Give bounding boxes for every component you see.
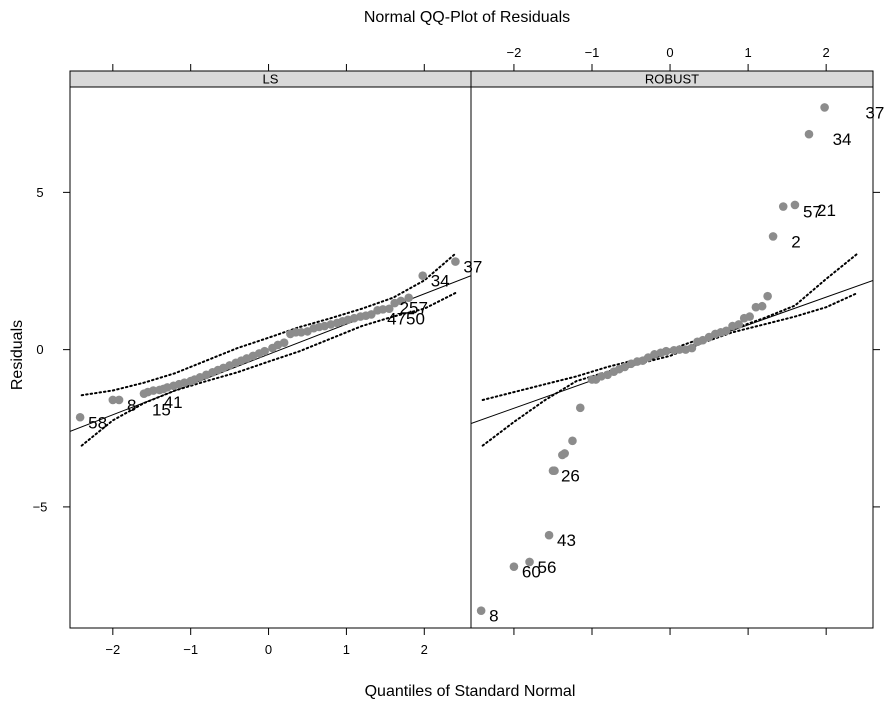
data-point — [853, 0, 862, 4]
x-tick-label: 2 — [823, 45, 830, 60]
data-point — [260, 346, 269, 356]
data-point — [763, 291, 772, 301]
x-tick-label: −1 — [585, 45, 600, 60]
data-point — [367, 310, 376, 319]
data-point — [768, 232, 778, 241]
data-point — [790, 200, 800, 210]
point-label: 2 — [791, 232, 800, 251]
data-point — [509, 562, 519, 571]
data-point — [404, 293, 414, 303]
data-point — [476, 606, 486, 616]
lower-confidence-band — [481, 292, 859, 447]
data-point — [575, 403, 585, 413]
x-tick-label: 1 — [343, 642, 350, 657]
data-point — [418, 271, 428, 281]
panel-strip-label: LS — [263, 72, 279, 87]
panel-content — [471, 0, 873, 616]
x-tick-label: 2 — [421, 642, 428, 657]
data-point — [734, 320, 744, 329]
data-point — [721, 326, 731, 336]
data-point — [544, 530, 554, 540]
point-label: 8 — [127, 396, 136, 415]
data-point — [661, 346, 671, 356]
x-tick-label: 1 — [744, 45, 751, 60]
data-point — [757, 301, 767, 311]
data-point — [804, 129, 814, 139]
x-tick-label: −1 — [183, 642, 198, 657]
x-tick-label: 0 — [666, 45, 673, 60]
data-point — [451, 257, 460, 266]
panel-strip-label: ROBUST — [645, 72, 699, 87]
point-label: 26 — [561, 467, 580, 486]
data-point — [279, 338, 289, 348]
upper-confidence-band — [80, 252, 457, 397]
y-tick-label: −5 — [33, 499, 48, 514]
point-label: 34 — [833, 130, 852, 149]
data-point — [675, 345, 684, 354]
data-point — [687, 343, 697, 353]
data-point — [550, 466, 559, 476]
data-point — [149, 386, 158, 395]
chart-title: Normal QQ-Plot of Residuals — [364, 9, 570, 26]
data-point — [384, 304, 394, 314]
data-point — [820, 103, 829, 112]
data-point — [568, 436, 577, 446]
point-label: 60 — [522, 563, 541, 582]
x-tick-label: 0 — [265, 642, 272, 657]
point-label: 21 — [817, 201, 836, 220]
x-tick-label: −2 — [507, 45, 522, 60]
data-point — [75, 412, 85, 422]
point-label: 37 — [463, 258, 482, 277]
panel-frame — [69, 86, 472, 629]
data-point — [108, 395, 118, 405]
x-axis-title: Quantiles of Standard Normal — [365, 683, 576, 700]
x-tick-label: −2 — [105, 642, 120, 657]
point-label: 58 — [88, 413, 107, 432]
point-label: 34 — [431, 272, 450, 291]
point-label: 257 — [400, 298, 428, 317]
point-label: 15 — [152, 401, 171, 420]
data-point — [560, 449, 569, 458]
point-label: 8 — [489, 607, 498, 626]
y-axis-title: Residuals — [9, 320, 26, 390]
point-label: 41 — [164, 393, 183, 412]
data-point — [745, 312, 754, 321]
data-point — [396, 296, 406, 306]
y-tick-label: 5 — [36, 185, 43, 200]
point-label: 57 — [803, 203, 822, 222]
point-label: 37 — [865, 103, 884, 122]
data-point — [378, 305, 388, 314]
point-label: 43 — [557, 531, 576, 550]
panel-content — [70, 252, 471, 447]
point-label: 56 — [538, 558, 557, 577]
data-point — [778, 202, 788, 211]
data-point — [525, 557, 534, 567]
upper-confidence-band — [481, 252, 859, 401]
panel-frame — [470, 86, 874, 629]
point-label: 4750 — [387, 309, 425, 328]
y-tick-label: 0 — [36, 342, 43, 357]
data-point — [114, 395, 124, 405]
